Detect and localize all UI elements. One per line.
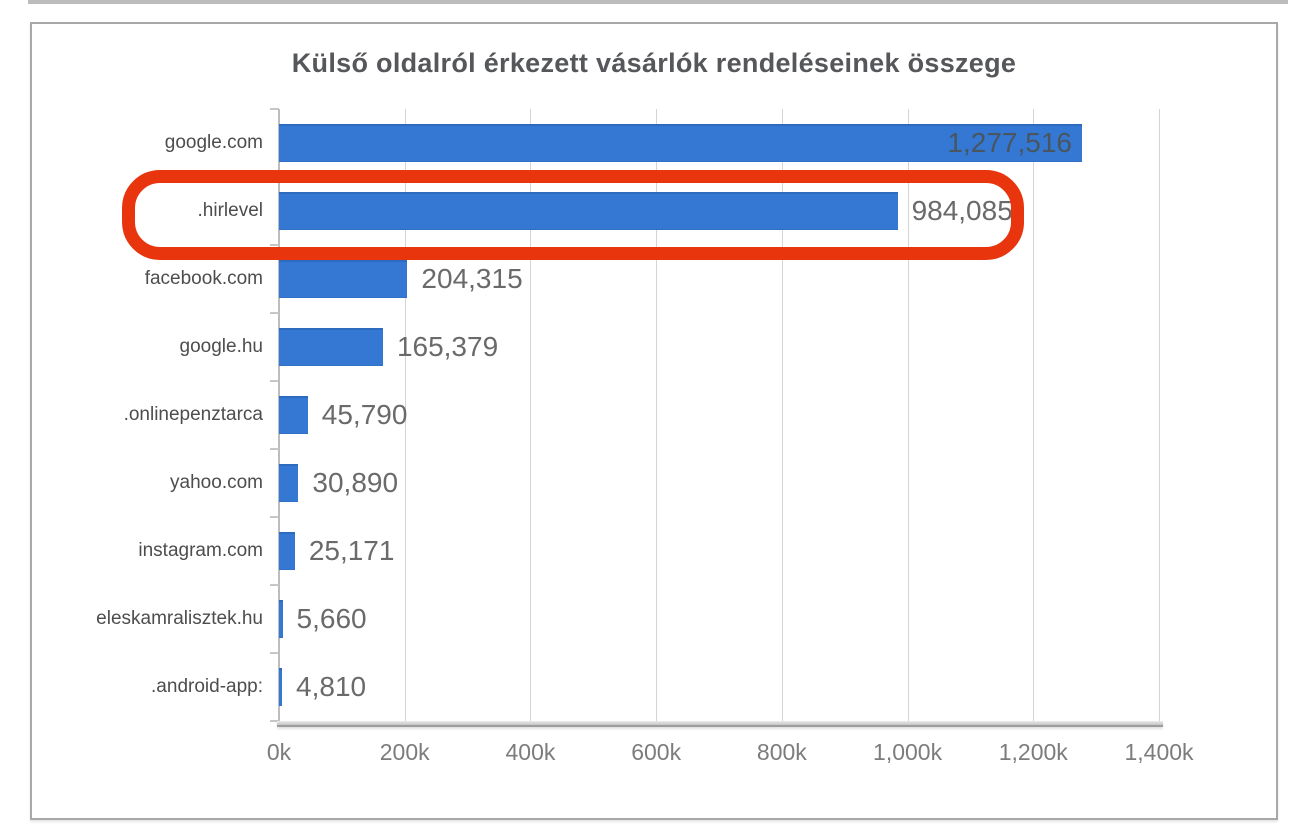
gridline-800k [781, 109, 783, 721]
category-label: facebook.com [144, 268, 263, 289]
category-label: .onlinepenztarca [123, 404, 263, 425]
x-tick-label: 800k [756, 739, 807, 765]
x-tick-label: 0k [266, 739, 292, 765]
category-label: .android-app: [151, 676, 263, 697]
x-tick-label: 1,400k [1124, 739, 1194, 765]
bar-hirlevel [279, 192, 898, 230]
bar-instagram-com [279, 532, 295, 570]
chart-title: Külső oldalról érkezett vásárlók rendelé… [291, 48, 1017, 78]
value-label: 25,171 [308, 535, 395, 566]
category-tick [270, 312, 279, 314]
value-label: 165,379 [396, 331, 499, 362]
x-tick-label: 400k [505, 739, 556, 765]
value-label: 5,660 [296, 603, 367, 634]
x-tick-label: 1,000k [873, 739, 943, 765]
gridline-400k [530, 109, 532, 721]
category-tick [270, 380, 279, 382]
category-label: .hirlevel [197, 200, 263, 221]
category-tick [270, 108, 279, 110]
category-tick [270, 516, 279, 518]
bar-row-facebook-com: facebook.com 204,315 [145, 245, 1159, 313]
bar-row-eleskamralisztek-hu: eleskamralisztek.hu 5,660 [96, 585, 1159, 653]
bar-row-google-hu: google.hu 165,379 [180, 313, 1159, 381]
chart-container: Külső oldalról érkezett vásárlók rendelé… [30, 22, 1278, 820]
x-tick-label: 200k [379, 739, 430, 765]
bar-row-google-com: google.com 1,277,516 [165, 109, 1159, 177]
category-tick [270, 720, 279, 722]
x-axis-line [277, 721, 1163, 727]
category-label: google.com [164, 132, 263, 153]
bar-google-com [279, 124, 1082, 162]
x-tick-label: 1,200k [998, 739, 1068, 765]
bar-google-hu [279, 328, 383, 366]
plot-area: google.com 1,277,516 .hirlevel 984,085 f… [96, 108, 1194, 765]
category-label: yahoo.com [170, 472, 263, 493]
value-label: 204,315 [421, 263, 523, 294]
value-label: 45,790 [321, 399, 408, 430]
bar-yahoo-com [279, 464, 299, 502]
gridline-1400k [1159, 109, 1160, 721]
value-label: 30,890 [312, 467, 399, 498]
bar-row-hirlevel: .hirlevel 984,085 [198, 177, 1159, 245]
category-tick [270, 448, 279, 450]
bar-row-android-app: .android-app: 4,810 [151, 653, 1159, 721]
gridline-200k [404, 109, 406, 721]
category-tick [270, 584, 279, 586]
bar-row-yahoo-com: yahoo.com 30,890 [170, 449, 1159, 517]
category-tick [270, 244, 279, 246]
gridline-1200k [1033, 109, 1035, 721]
category-label: instagram.com [138, 540, 263, 561]
bar-eleskamralisztek-hu [279, 600, 283, 638]
highlight-annotation-ring [122, 170, 1024, 260]
bar-onlinepenztarca [279, 396, 308, 434]
category-label: google.hu [179, 336, 263, 357]
bar-row-instagram-com: instagram.com 25,171 [138, 517, 1159, 585]
bar-row-onlinepenztarca: .onlinepenztarca 45,790 [124, 381, 1159, 449]
value-label: 1,277,516 [947, 127, 1072, 158]
gridline-1000k [907, 109, 909, 721]
gridline-600k [656, 109, 658, 721]
value-label: 4,810 [296, 671, 367, 702]
category-label: eleskamralisztek.hu [96, 608, 263, 629]
x-tick-label: 600k [631, 739, 682, 765]
bar-facebook-com [279, 260, 408, 298]
bar-android-app [279, 668, 283, 706]
top-divider-line [28, 0, 1288, 4]
category-tick [270, 652, 279, 654]
